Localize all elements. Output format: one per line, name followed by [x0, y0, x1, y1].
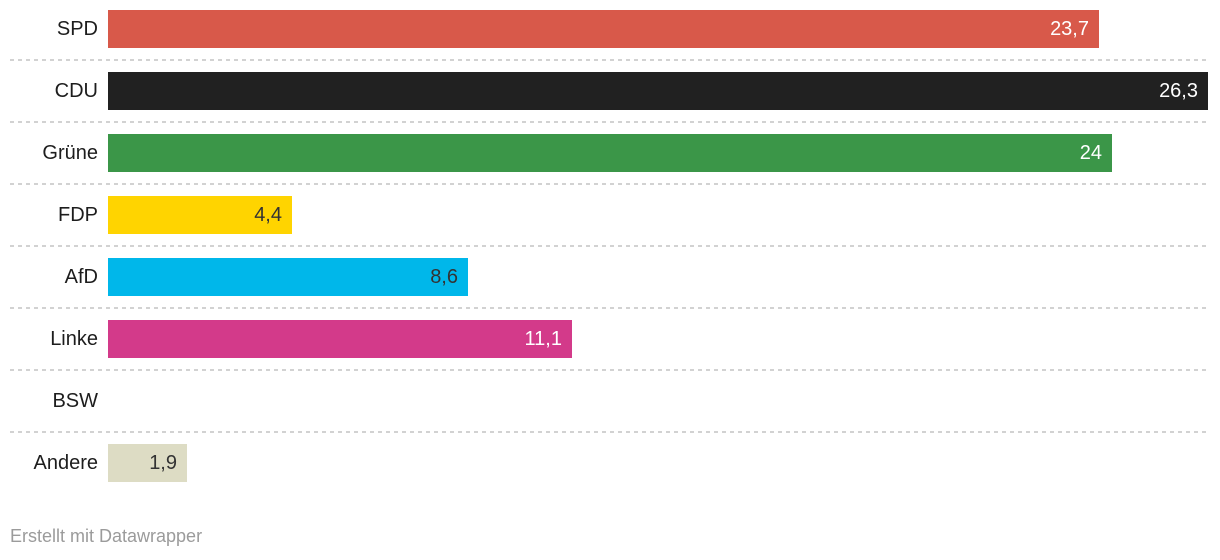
- bar-row: SPD 23,7: [0, 0, 1220, 62]
- value-label: 1,9: [149, 451, 177, 474]
- category-label: Grüne: [42, 142, 98, 164]
- row-separator: [10, 183, 1208, 185]
- bar: 8,6: [108, 258, 468, 296]
- category-label: AfD: [64, 266, 98, 288]
- value-label: 4,4: [254, 203, 282, 226]
- value-label: 26,3: [1159, 79, 1198, 102]
- category-label: Andere: [33, 452, 99, 474]
- bar-row: CDU 26,3: [0, 62, 1220, 124]
- category-label: FDP: [58, 204, 98, 226]
- category-label: Linke: [50, 328, 98, 350]
- bar: 4,4: [108, 196, 292, 234]
- category-label: CDU: [54, 80, 98, 102]
- bar-row: Grüne 24: [0, 124, 1220, 186]
- category-label: SPD: [56, 18, 98, 40]
- bar-row: Andere 1,9: [0, 434, 1220, 496]
- bar: 1,9: [108, 444, 187, 482]
- bar: 11,1: [108, 320, 572, 358]
- row-separator: [10, 121, 1208, 123]
- datawrapper-credit-link[interactable]: Erstellt mit Datawrapper: [10, 526, 203, 546]
- value-label: 23,7: [1050, 17, 1089, 40]
- bar-row: FDP 4,4: [0, 186, 1220, 248]
- row-separator: [10, 431, 1208, 433]
- chart-footer: Erstellt mit Datawrapper: [10, 526, 1220, 547]
- row-separator: [10, 369, 1208, 371]
- category-label: BSW: [52, 390, 98, 412]
- row-separator: [10, 59, 1208, 61]
- bar-chart: SPD 23,7 CDU 26,3 Grüne 24 FDP 4,4 AfD 8,6 Linke 11…: [0, 0, 1220, 496]
- value-label: 8,6: [430, 265, 458, 288]
- row-separator: [10, 307, 1208, 309]
- row-separator: [10, 245, 1208, 247]
- value-label: 24: [1079, 141, 1102, 164]
- value-label: 11,1: [524, 327, 562, 350]
- bar: 24: [108, 134, 1112, 172]
- bar-row: BSW: [0, 372, 1220, 434]
- bar: 23,7: [108, 10, 1099, 48]
- bar-row: Linke 11,1: [0, 310, 1220, 372]
- bar: 26,3: [108, 72, 1208, 110]
- bar-row: AfD 8,6: [0, 248, 1220, 310]
